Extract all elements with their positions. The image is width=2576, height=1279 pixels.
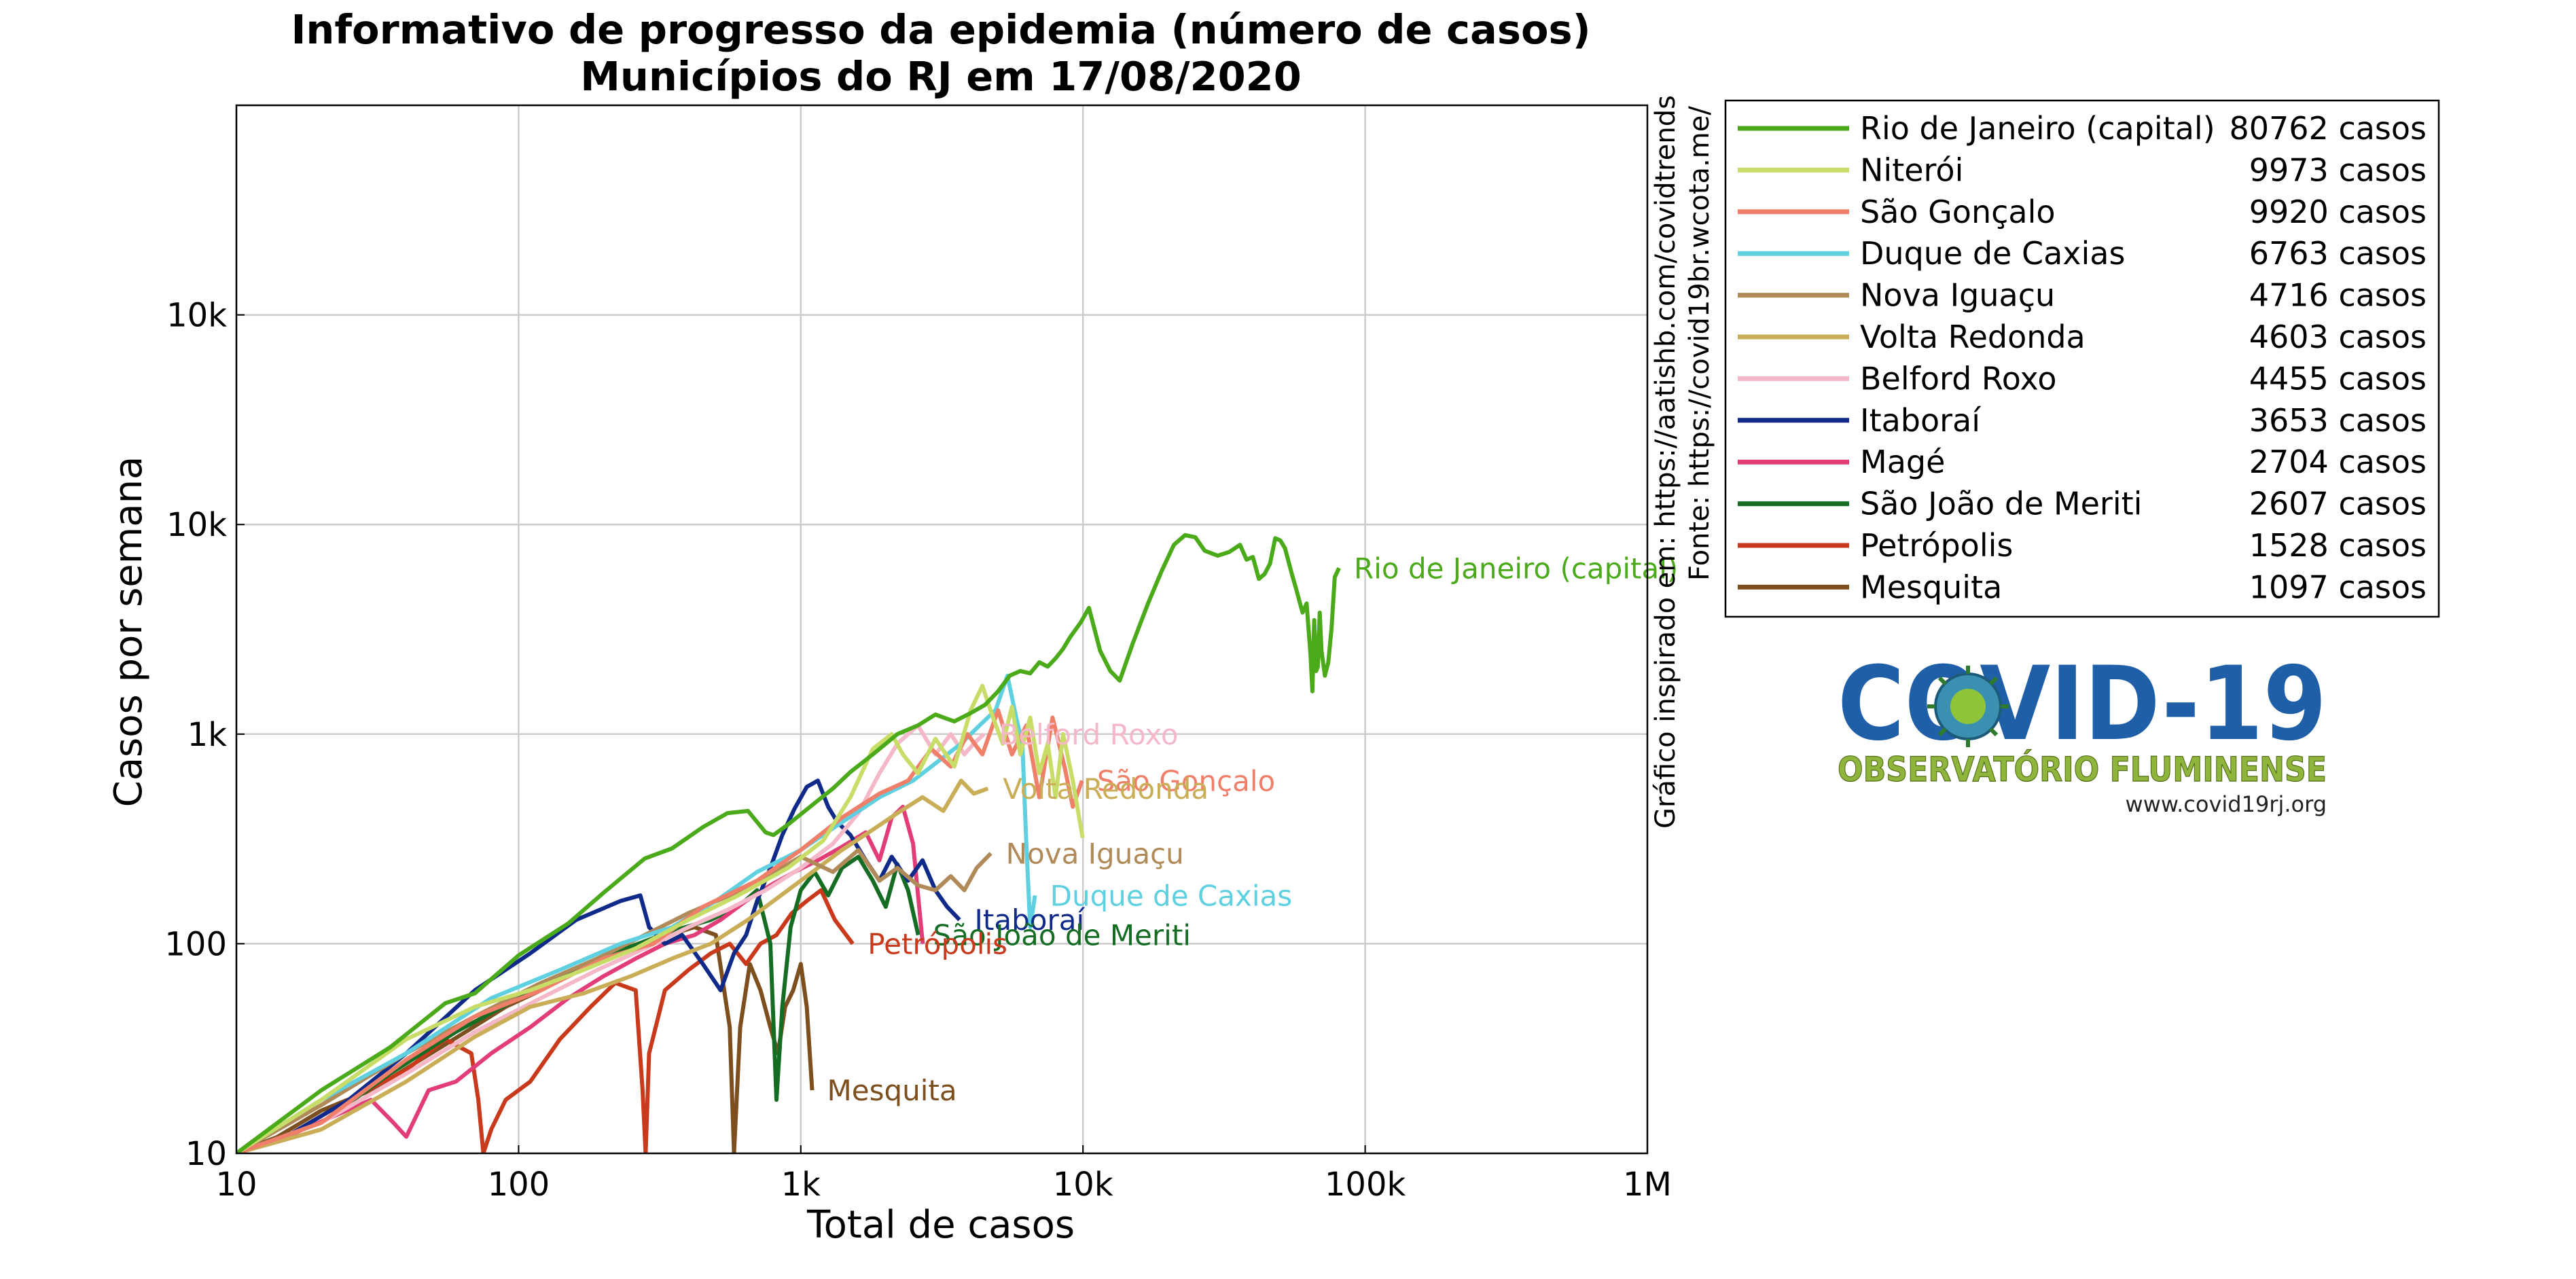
legend-count-2: 9920 casos: [2249, 194, 2427, 230]
legend-label-8: Magé: [1860, 444, 1945, 480]
logo-url: www.covid19rj.org: [2126, 791, 2327, 817]
y-tick-label: 100: [164, 925, 227, 963]
x-tick-label: 1M: [1623, 1166, 1672, 1204]
legend-count-0: 80762 casos: [2229, 110, 2427, 147]
legend-count-9: 2607 casos: [2249, 486, 2427, 522]
plot-area: Rio de Janeiro (capital) São Gonçalo Duque…: [164, 104, 1679, 1204]
series-end-label-10: Petrópolis: [867, 927, 1007, 960]
legend-label-3: Duque de Caxias: [1860, 235, 2125, 272]
series-line-5: [236, 778, 989, 1153]
series-end-label-6: Belford Roxo: [999, 718, 1178, 751]
legend: Rio de Janeiro (capital) 80762 casos Niter…: [1724, 99, 2440, 618]
series-end-label-5: Volta Redonda: [1003, 772, 1209, 806]
grid-lines: [236, 105, 1647, 1153]
series-line-10: [236, 888, 855, 1153]
y-axis-label: Casos por semana: [107, 456, 151, 808]
legend-box: [1724, 99, 2440, 618]
x-tick-label: 1k: [781, 1166, 821, 1204]
legend-count-3: 6763 casos: [2249, 235, 2427, 272]
legend-count-8: 2704 casos: [2249, 444, 2427, 480]
legend-count-11: 1097 casos: [2249, 569, 2427, 605]
series-line-3: [236, 673, 1037, 1153]
series-end-label-2: São Gonçalo: [1097, 764, 1276, 797]
covid19-logo: COVID-19 OBSERVATÓRIO FLUMINENSE www.cov…: [1837, 645, 2327, 817]
logo-subtitle: OBSERVATÓRIO FLUMINENSE: [1838, 749, 2327, 789]
series-end-labels: Rio de Janeiro (capital) São Gonçalo Duque…: [827, 552, 1679, 1107]
series-end-label-9: São João de Meriti: [933, 919, 1191, 952]
legend-label-0: Rio de Janeiro (capital): [1860, 110, 2215, 147]
series-end-label-7: Itaboraí: [975, 903, 1086, 937]
x-axis-label: Total de casos: [806, 1203, 1075, 1247]
y-tick-label: 10k: [166, 297, 227, 335]
chart-title-line-1: Informativo de progresso da epidemia (nú…: [291, 6, 1590, 53]
legend-label-1: Niterói: [1860, 151, 1963, 188]
legend-count-4: 4716 casos: [2249, 277, 2427, 314]
legend-label-11: Mesquita: [1860, 569, 2002, 605]
legend-label-2: São Gonçalo: [1860, 194, 2056, 230]
series-end-label-0: Rio de Janeiro (capital): [1354, 552, 1678, 585]
series-end-label-11: Mesquita: [827, 1074, 957, 1107]
legend-count-5: 4603 casos: [2249, 319, 2427, 355]
legend-count-7: 3653 casos: [2249, 402, 2427, 439]
x-tick-label: 10k: [1053, 1166, 1113, 1204]
legend-label-6: Belford Roxo: [1860, 360, 2056, 397]
series-line-1: [236, 683, 1085, 1153]
source-text: Fonte: https://covid19br.wcota.me/: [1684, 106, 1715, 581]
series-line-7: [236, 778, 961, 1153]
legend-label-5: Volta Redonda: [1860, 319, 2086, 355]
y-tick-label: 10: [185, 1135, 227, 1173]
x-tick-label: 100: [488, 1166, 550, 1204]
legend-count-6: 4455 casos: [2249, 360, 2427, 397]
series-line-2: [236, 708, 1084, 1153]
y-tick-label: 10k: [166, 506, 227, 544]
series-lines: [236, 533, 1341, 1153]
logo-title: COVID-19: [1838, 645, 2327, 763]
y-tick-label: 1k: [187, 716, 228, 754]
x-tick-label: 100k: [1325, 1166, 1406, 1204]
series-line-0: [236, 533, 1341, 1153]
x-axis-ticks: 10 100 1k 10k 100k 1M: [215, 1145, 1672, 1204]
series-end-label-4: Nova Iguaçu: [1006, 837, 1184, 870]
legend-label-7: Itaboraí: [1860, 402, 1981, 439]
chart-title-line-2: Municípios do RJ em 17/08/2020: [580, 53, 1302, 100]
y-axis-ticks: 10 100 1k 10k 10k: [164, 297, 245, 1173]
legend-label-10: Petrópolis: [1860, 527, 2013, 564]
legend-entries: Rio de Janeiro (capital) 80762 casos Niter…: [1738, 110, 2427, 605]
legend-count-10: 1528 casos: [2249, 527, 2427, 564]
legend-count-1: 9973 casos: [2249, 151, 2427, 188]
series-end-label-3: Duque de Caxias: [1050, 879, 1293, 912]
legend-label-4: Nova Iguaçu: [1860, 277, 2055, 314]
plot-frame: [235, 104, 1649, 1155]
virus-icon: [1927, 666, 2009, 747]
legend-label-9: São João de Meriti: [1860, 486, 2142, 522]
series-line-6: [236, 723, 986, 1153]
credit-text: Gráfico inspirado em: https://aatishb.co…: [1650, 95, 1681, 829]
x-tick-label: 10: [215, 1166, 257, 1204]
